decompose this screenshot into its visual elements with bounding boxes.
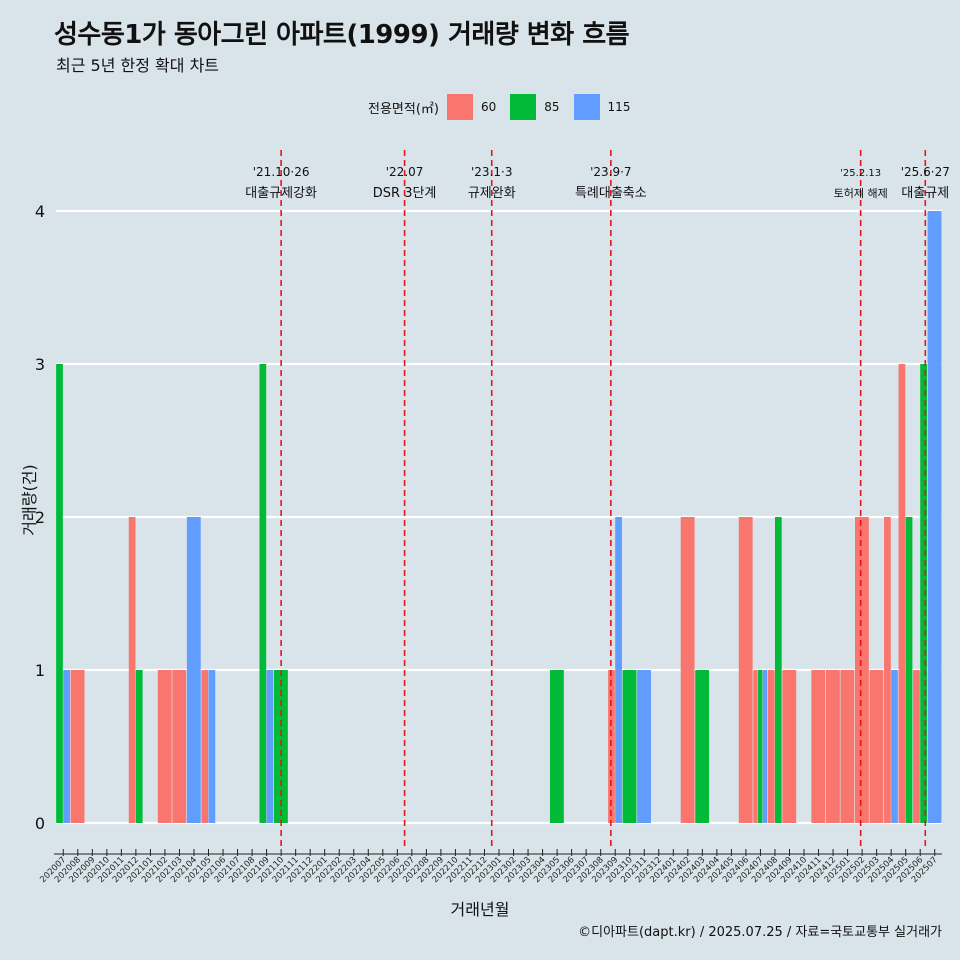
bar-60-202502 [854,517,869,823]
x-axis-label: 거래년월 [450,900,510,919]
bar-85-202109 [259,364,267,823]
bar-60-202102 [157,670,172,823]
bar-85-202408 [774,517,782,823]
bar-115-202311 [637,670,651,823]
bar-85-202310 [622,670,637,823]
legend-title: 전용면적(㎡) [368,101,439,117]
bar-60-202103 [172,670,187,823]
y-tick-label: 3 [35,355,45,374]
legend-key-85 [510,94,537,120]
bar-60-202012 [128,517,136,823]
bar-115-202105 [208,670,216,823]
caption: ©디아파트(dapt.kr) / 2025.07.25 / 자료=국토교통부 실… [578,925,942,940]
bar-85-202403 [695,670,710,823]
bar-85-202505 [905,517,913,823]
bar-85-202110 [274,670,288,823]
event-date-label: '21.10·26 [253,165,310,179]
y-tick-label: 0 [35,814,45,833]
y-axis-label: 거래량(건) [20,464,39,536]
bar-115-202007 [63,670,70,823]
event-date-label: '23.9·7 [590,165,631,179]
bar-85-202305 [549,670,564,823]
bar-60-202402 [680,517,695,823]
bar-60-202406 [738,517,753,823]
bar-60-202504 [884,517,891,823]
event-name-label: 규제완화 [468,186,516,201]
bar-60-202408 [767,670,775,823]
chart-title: 성수동1가 동아그린 아파트(1999) 거래량 변화 흐름 [54,20,630,50]
bar-85-202012 [135,670,143,823]
y-tick-label: 2 [35,508,45,527]
bar-115-202104 [186,517,201,823]
bar-115-202504 [891,670,898,823]
bar-115-202407 [762,670,768,823]
bar-85-202506 [920,364,927,823]
y-tick-label: 4 [35,202,45,221]
bar-60-202309 [608,670,615,823]
bar-115-202309 [615,517,622,823]
legend-label-85: 85 [544,100,560,114]
bar-60-202505 [898,364,906,823]
event-date-label: '22.07 [386,165,424,179]
bar-115-202507 [927,211,942,823]
bar-60-202008 [70,670,85,823]
event-date-label: '23.1·3 [471,165,512,179]
bar-60-202105 [201,670,209,823]
bar-60-202506 [913,670,920,823]
event-date-label: '25.6·27 [901,165,950,179]
bar-60-202409 [782,670,797,823]
y-tick-label: 1 [35,661,45,680]
legend-label-60: 60 [480,100,497,114]
event-name-label: 토허제 해제 [834,186,888,200]
event-name-label: DSR 3단계 [373,186,437,201]
event-name-label: 대출규제 [901,186,949,201]
legend-key-60 [446,94,473,120]
event-name-label: 대출규제강화 [245,186,317,201]
event-date-label: '25.2.13 [840,168,881,179]
legend-key-115 [573,94,600,120]
bar-60-202407 [753,670,758,823]
event-name-label: 특례대출축소 [575,186,647,201]
legend-label-115: 115 [607,100,631,114]
legend: 전용면적(㎡) 60 85 115 [368,92,644,122]
bar-60-202503 [869,670,884,823]
bar-60-202412 [825,670,840,823]
bar-60-202411 [811,670,826,823]
bar-115-202109 [266,670,274,823]
bar-85-202407 [758,670,763,823]
bar-85-202007 [56,364,63,823]
chart-subtitle: 최근 5년 한정 확대 차트 [56,56,220,75]
bar-60-202501 [840,670,855,823]
